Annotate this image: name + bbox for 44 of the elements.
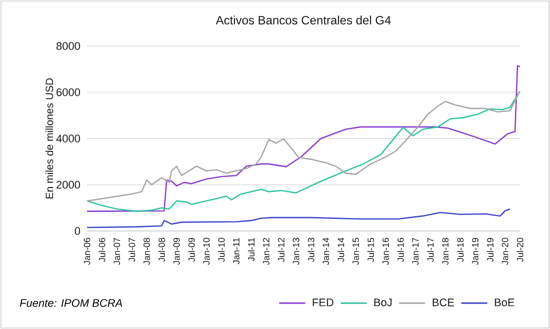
y-axis-title: En miles de millones USD	[45, 78, 54, 198]
x-tick-label: Jul-10	[218, 238, 225, 262]
x-tick-label: Jul-11	[248, 238, 255, 262]
x-tick-label: Jul-20	[516, 238, 524, 262]
legend-label: BoJ	[374, 298, 392, 306]
x-tick-label: Jan-14	[322, 238, 330, 265]
x-tick-label: Jan-06	[84, 238, 90, 265]
x-tick-label: Jul-08	[158, 238, 165, 262]
x-tick-label: Jan-15	[352, 238, 359, 265]
chart-title: Activos Bancos Centrales del G4	[216, 16, 391, 24]
x-tick-label: Jul-09	[188, 238, 195, 262]
x-tick-label: Jan-16	[382, 238, 389, 265]
x-tick-label: Jul-14	[338, 238, 344, 262]
x-tick-label: Jul-19	[486, 238, 494, 262]
x-tick-label: Jan-07	[114, 238, 120, 265]
x-tick-label: Jan-08	[144, 238, 150, 265]
legend-label: BCE	[432, 298, 454, 306]
x-tick-label: Jan-11	[233, 238, 240, 264]
x-tick-label: Jul-12	[278, 238, 284, 262]
x-tick-label: Jan-13	[292, 238, 300, 265]
y-tick-label: 6000	[56, 88, 80, 96]
x-tick-label: Jul-17	[427, 238, 434, 262]
line-series	[86, 208, 511, 228]
y-tick-label: 8000	[56, 42, 80, 50]
text: Fuente: IPOM BCRA	[20, 299, 122, 307]
x-tick-label: Jan-20	[502, 238, 508, 265]
x-tick-label: Jan-10	[203, 238, 210, 265]
x-tick-label: Jul-13	[308, 238, 314, 262]
y-tick-label: 4000	[56, 134, 80, 142]
x-tick-label: Jul-15	[367, 238, 374, 262]
legend-label: FED	[312, 298, 334, 306]
x-tick-label: Jan-18	[442, 238, 449, 265]
y-tick-label: 0	[74, 227, 80, 235]
y-tick-label: 2000	[56, 180, 80, 189]
x-tick-label: Jan-09	[173, 238, 180, 265]
x-tick-label: Jan-19	[472, 238, 478, 265]
legend-label: BoE	[494, 298, 514, 306]
line-series	[86, 65, 521, 212]
x-tick-label: Jan-12	[262, 238, 270, 265]
x-tick-label: Jul-07	[128, 238, 136, 262]
x-tick-label: Jul-16	[397, 238, 404, 262]
x-tick-label: Jul-06	[98, 238, 106, 262]
x-tick-label: Jul-18	[456, 238, 464, 262]
x-tick-label: Jan-17	[412, 238, 419, 265]
